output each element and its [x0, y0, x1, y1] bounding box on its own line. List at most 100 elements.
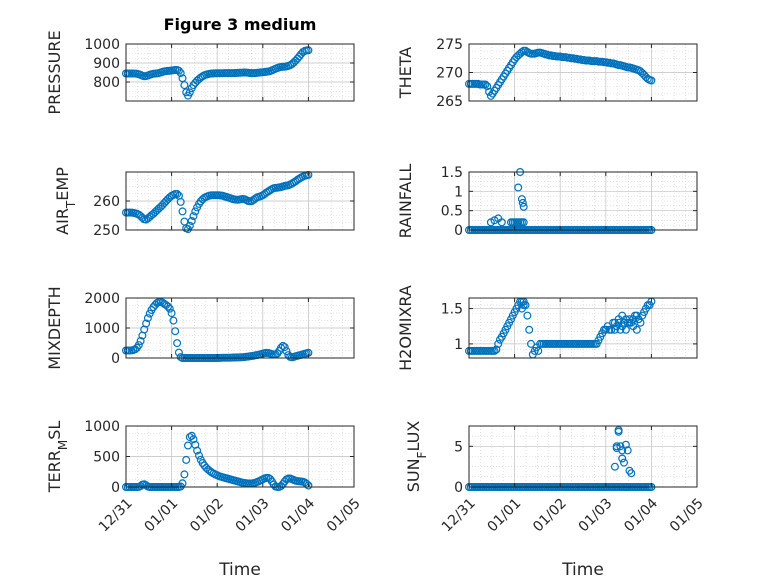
grid-lines: [125, 425, 355, 488]
axes-box: [468, 297, 698, 359]
y-tick-label: 1: [454, 184, 463, 200]
y-tick-label: 0: [111, 351, 120, 367]
data-point: [494, 339, 503, 348]
data-point: [623, 446, 632, 455]
y-tick-label: 800: [93, 75, 120, 91]
axes-box: [125, 43, 355, 102]
subplot-h2omixra: 1 1.5 H2OMIXRA: [396, 285, 698, 371]
subplot-pressure: 800 900 1000 PRESSURE: [45, 30, 355, 115]
data-point: [514, 183, 523, 192]
data-point: [153, 299, 162, 308]
x-tick-label: 01/03: [233, 495, 273, 535]
data-point: [610, 462, 619, 471]
data-point: [134, 341, 143, 350]
data-point: [647, 76, 656, 85]
grid-lines: [468, 425, 698, 488]
data-point: [138, 213, 147, 222]
y-tick-label: 2000: [84, 291, 120, 307]
y-axis-label: RAINFALL: [396, 164, 415, 239]
data-point: [614, 427, 623, 436]
data-point: [619, 458, 628, 467]
data-point: [278, 341, 287, 350]
y-axis-label: H2OMIXRA: [396, 285, 415, 371]
y-axis-label: SUNFLUX: [404, 421, 429, 493]
y-tick-label: 1.5: [441, 302, 463, 318]
y-axis-label: THETA: [396, 47, 415, 99]
data-point: [481, 80, 490, 89]
subplot-sun-flux: 0 5 12/31 01/01 01/02 01/03 01/04 01/05 SUNFLUX: [404, 421, 707, 536]
data-point: [174, 66, 183, 75]
data-series: [121, 46, 313, 100]
data-point: [189, 435, 198, 444]
data-point: [523, 311, 532, 320]
y-axis-label: AIRTEMP: [53, 167, 78, 235]
data-point: [169, 316, 178, 325]
y-tick-label: 265: [436, 94, 463, 110]
y-tick-label: 5: [454, 439, 463, 455]
data-point: [525, 325, 534, 334]
data-point: [176, 197, 185, 206]
x-axis-label-left: Time: [218, 560, 261, 580]
grid-lines: [125, 297, 355, 359]
x-tick-label: 01/01: [485, 495, 525, 535]
y-tick-label: 250: [93, 223, 120, 239]
y-tick-label: 1000: [84, 321, 120, 337]
y-tick-label: 1000: [84, 419, 120, 435]
data-point: [195, 451, 204, 460]
x-tick-label: 01/04: [278, 495, 318, 535]
y-tick-label: 275: [436, 37, 463, 53]
y-tick-label: 900: [93, 56, 120, 72]
data-point: [298, 48, 307, 57]
data-point: [180, 81, 189, 90]
data-point: [182, 455, 191, 464]
subplot-mixdepth: 0 1000 2000 MIXDEPTH: [45, 286, 355, 370]
data-point: [621, 440, 630, 449]
y-axis-label: PRESSURE: [45, 30, 64, 114]
data-point: [304, 481, 313, 490]
data-point: [519, 218, 528, 227]
data-point: [490, 346, 499, 355]
y-tick-label: 270: [436, 66, 463, 82]
data-point: [616, 442, 625, 451]
data-series: [465, 297, 656, 359]
data-point: [632, 325, 641, 334]
x-tick-label: 01/05: [324, 495, 364, 535]
data-point: [486, 91, 495, 100]
data-series: [465, 46, 656, 100]
data-point: [627, 469, 636, 478]
data-point: [189, 212, 198, 221]
data-point: [174, 348, 183, 357]
data-point: [621, 325, 630, 334]
axes-box: [468, 425, 698, 488]
data-point: [517, 47, 526, 56]
data-point: [164, 302, 173, 311]
data-point: [607, 325, 616, 334]
data-point: [519, 301, 528, 310]
data-point: [517, 195, 526, 204]
axes-box: [468, 171, 698, 231]
data-point: [185, 221, 194, 230]
data-point: [173, 190, 182, 199]
y-tick-label: 0.5: [441, 204, 463, 220]
data-point: [497, 218, 506, 227]
subplot-theta: 265 270 275 THETA: [396, 37, 698, 110]
data-point: [165, 304, 174, 313]
subplot-air-temp: 250 260 AIRTEMP: [53, 167, 355, 239]
data-series: [121, 170, 313, 234]
x-tick-label: 01/04: [621, 495, 661, 535]
data-point: [526, 339, 535, 348]
x-tick-label: 01/05: [667, 495, 707, 535]
x-tick-label: 01/03: [576, 495, 616, 535]
y-tick-label: 0: [111, 480, 120, 496]
x-tick-label: 12/31: [96, 495, 136, 535]
y-axis-label: MIXDEPTH: [45, 286, 64, 369]
y-tick-label: 1: [454, 337, 463, 353]
y-tick-label: 0: [454, 223, 463, 239]
figure-title: Figure 3 medium: [164, 15, 317, 34]
data-point: [191, 207, 200, 216]
y-tick-label: 1.5: [441, 165, 463, 181]
data-point: [618, 454, 627, 463]
data-point: [193, 446, 202, 455]
y-tick-label: 260: [93, 194, 120, 210]
